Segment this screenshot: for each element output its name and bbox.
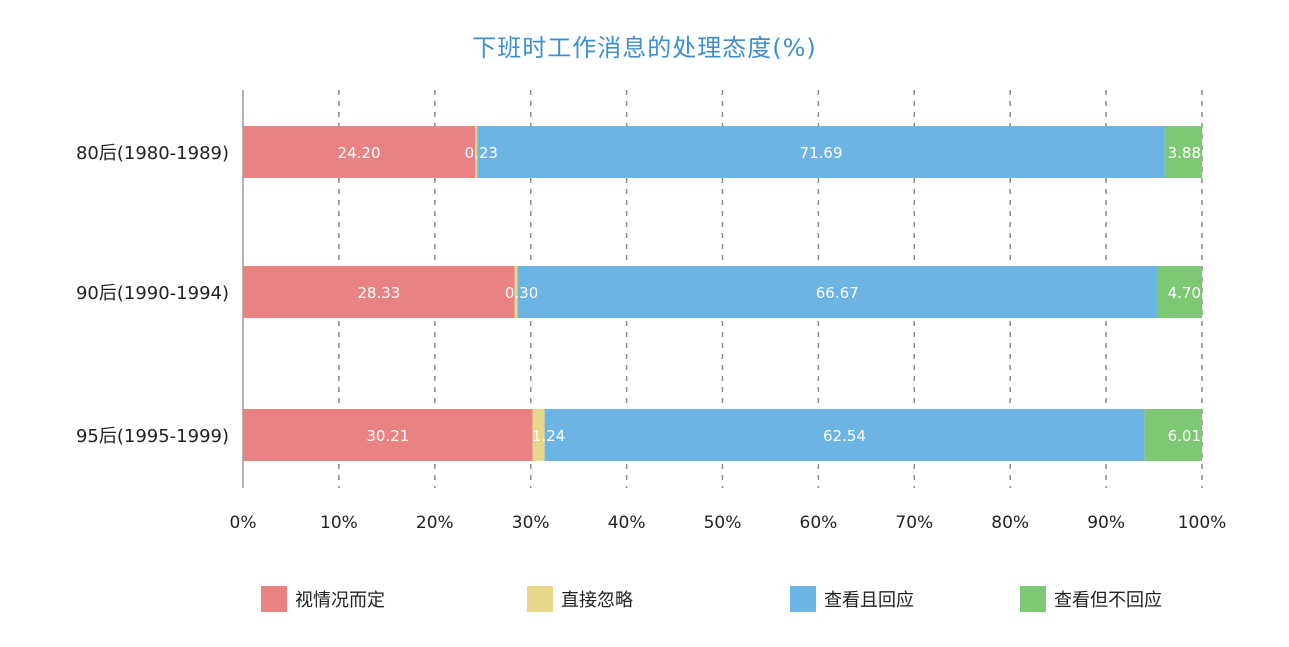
x-tick-label: 80% (991, 513, 1029, 533)
legend-label: 查看但不回应 (1054, 590, 1162, 611)
bar-segment (514, 266, 518, 318)
x-tick-label: 100% (1178, 513, 1227, 533)
bar-segment (532, 409, 545, 461)
x-tick-label: 0% (230, 513, 257, 533)
bar-segment (243, 266, 515, 318)
bar-segment (1144, 409, 1202, 461)
x-tick-label: 10% (320, 513, 358, 533)
chart-title: 下班时工作消息的处理态度(%) (472, 34, 817, 62)
data-label: 0.30 (505, 284, 538, 302)
bar-segment (544, 409, 1145, 461)
x-tick-label: 70% (895, 513, 933, 533)
bar-segment (517, 266, 1157, 318)
data-label: 3.88 (1168, 144, 1201, 162)
y-tick-label: 80后(1980-1989) (76, 143, 229, 164)
x-tick-label: 30% (512, 513, 550, 533)
data-label: 71.69 (800, 144, 843, 162)
data-label: 6.01 (1168, 427, 1201, 445)
x-tick-label: 60% (800, 513, 838, 533)
legend-swatch (261, 586, 287, 612)
y-tick-label: 95后(1995-1999) (76, 426, 229, 447)
x-tick-label: 90% (1087, 513, 1125, 533)
data-label: 28.33 (357, 284, 400, 302)
legend-swatch (527, 586, 553, 612)
data-label: 0.23 (465, 144, 498, 162)
data-label: 62.54 (823, 427, 866, 445)
bar-segment (243, 409, 533, 461)
bar-segment (243, 126, 476, 178)
data-label: 4.70 (1168, 284, 1201, 302)
x-tick-label: 20% (416, 513, 454, 533)
data-label: 1.24 (532, 427, 565, 445)
bar-segment (475, 126, 478, 178)
legend-swatch (1020, 586, 1046, 612)
legend-label: 视情况而定 (295, 590, 385, 611)
legend-swatch (790, 586, 816, 612)
x-tick-label: 40% (608, 513, 646, 533)
legend-label: 直接忽略 (561, 590, 633, 611)
bar-segment (1164, 126, 1202, 178)
y-tick-label: 90后(1990-1994) (76, 283, 229, 304)
data-label: 24.20 (338, 144, 381, 162)
legend-label: 查看且回应 (824, 590, 914, 611)
data-label: 30.21 (366, 427, 409, 445)
bar-segment (477, 126, 1165, 178)
x-tick-label: 50% (704, 513, 742, 533)
bar-segment (1156, 266, 1202, 318)
data-label: 66.67 (816, 284, 859, 302)
